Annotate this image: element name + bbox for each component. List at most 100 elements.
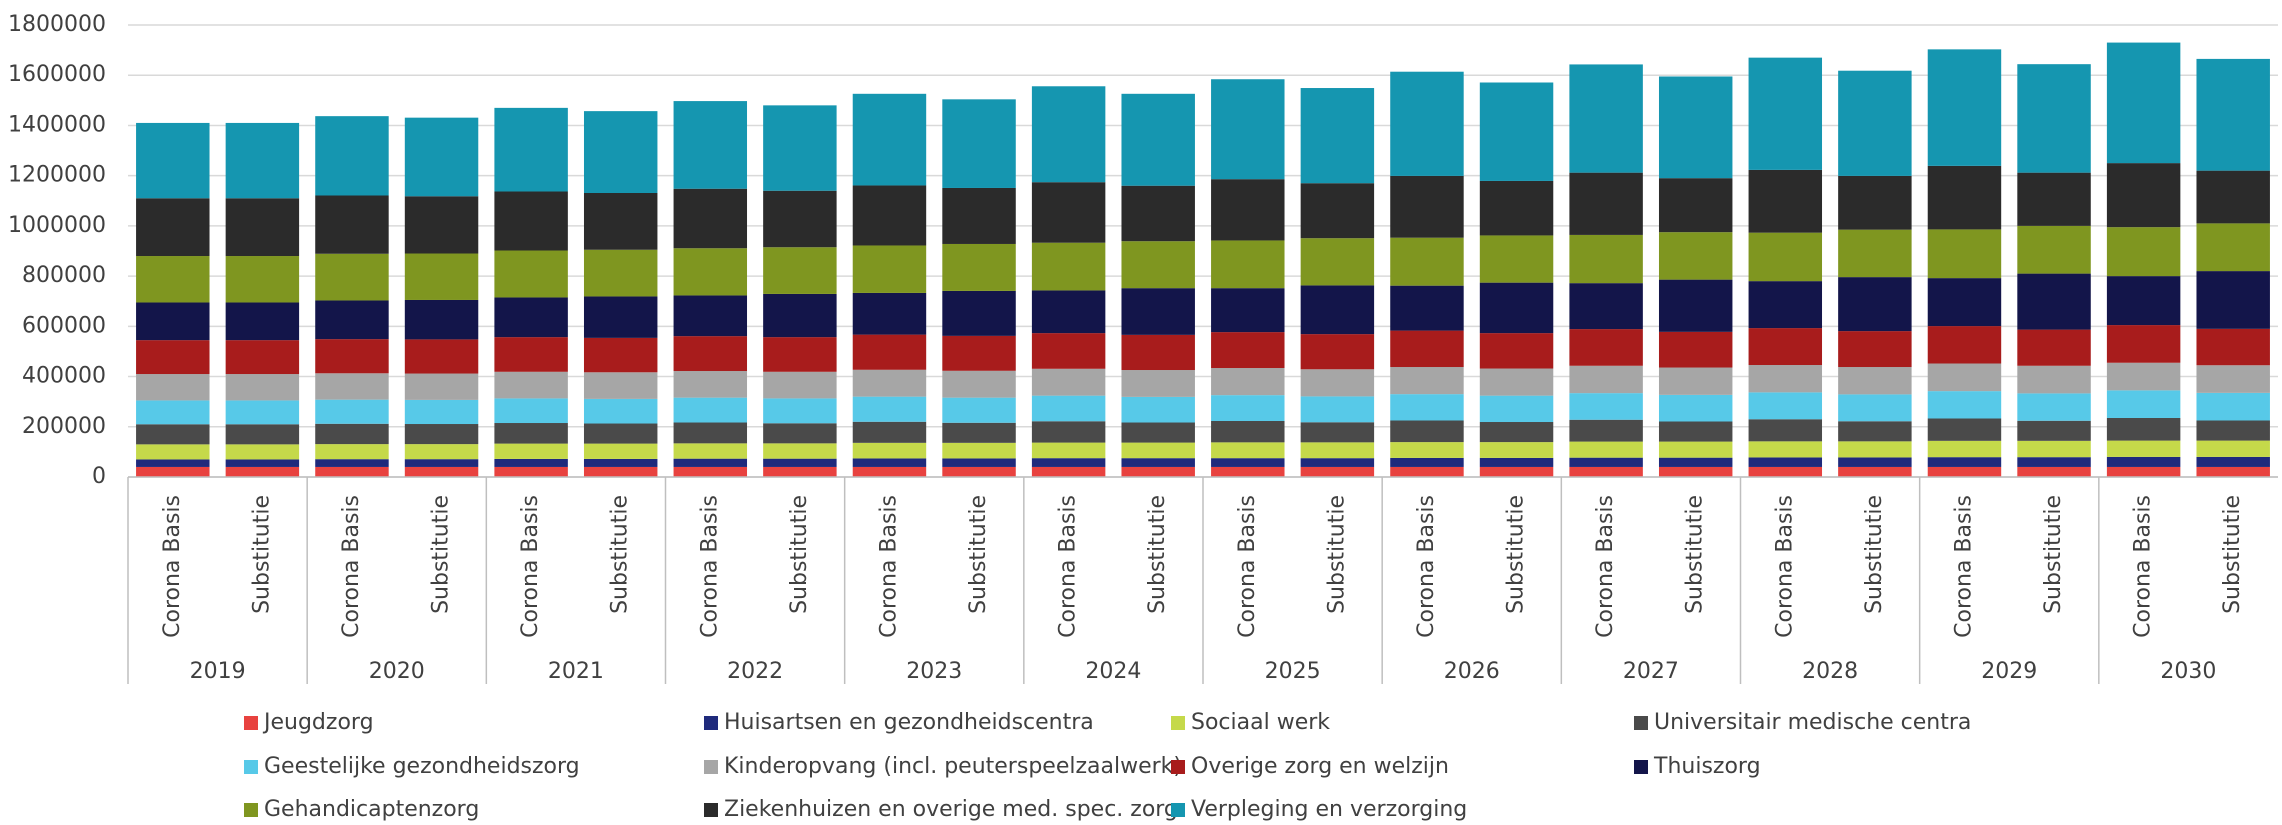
- bar-segment: [852, 185, 927, 246]
- bar-segment: [2196, 420, 2270, 441]
- bar-segment: [763, 190, 837, 248]
- bar-segment: [1927, 466, 2002, 477]
- bar-segment: [942, 422, 1016, 443]
- bar-segment: [1300, 285, 1375, 335]
- bar-segment: [763, 398, 837, 424]
- bar-segment: [315, 399, 389, 424]
- bar-segment: [763, 466, 837, 477]
- bar-segment: [315, 195, 389, 254]
- bar-segment: [1390, 457, 1464, 467]
- bar-segment: [1479, 466, 1554, 477]
- bar-segment: [1300, 334, 1375, 370]
- bar-segment: [494, 423, 568, 444]
- legend-swatch: [704, 803, 718, 817]
- bar-segment: [673, 336, 748, 372]
- bar-segment: [673, 422, 748, 444]
- bar-segment: [1300, 396, 1375, 423]
- bar-segment: [1838, 277, 1912, 332]
- bar-segment: [673, 248, 748, 296]
- legend-swatch: [1634, 760, 1648, 774]
- bar-segment: [315, 339, 389, 374]
- bar-segment: [1479, 333, 1554, 369]
- bar-segment: [2106, 325, 2181, 363]
- x-tick-label: Corona Basis: [1235, 495, 1260, 638]
- bar-segment: [2196, 223, 2270, 272]
- bar-segment: [583, 372, 658, 399]
- bar-segment: [1211, 79, 1285, 180]
- bar-segment: [2106, 440, 2181, 457]
- bar-segment: [763, 458, 837, 467]
- bar-segment: [1748, 457, 1823, 467]
- bar-segment: [2196, 365, 2270, 393]
- legend-swatch: [1171, 760, 1185, 774]
- bar-segment: [763, 443, 837, 459]
- bar-segment: [1300, 238, 1375, 286]
- bar-segment: [763, 423, 837, 444]
- bar-segment: [1569, 365, 1643, 394]
- group-label: 2030: [2160, 659, 2216, 684]
- x-tick-label: Corona Basis: [1951, 495, 1976, 638]
- bar-segment: [1300, 422, 1375, 443]
- bar-segment: [1390, 175, 1464, 238]
- bar-segment: [404, 196, 479, 254]
- bar-segment: [942, 442, 1016, 459]
- bar-segment: [2017, 64, 2091, 173]
- legend-label: Gehandicaptenzorg: [264, 797, 479, 822]
- x-tick-label: Corona Basis: [2131, 495, 2156, 638]
- legend-swatch: [704, 716, 718, 730]
- x-tick-label: Substitutie: [1145, 495, 1170, 614]
- bar-segment: [2196, 170, 2270, 224]
- legend-label: Universitair medische centra: [1654, 710, 1971, 735]
- bar-segment: [1300, 442, 1375, 459]
- bar-segment: [494, 443, 568, 459]
- bar-segment: [1479, 180, 1554, 236]
- bar-segment: [1569, 64, 1643, 173]
- bar-segment: [763, 247, 837, 294]
- bar-segment: [673, 101, 748, 189]
- bar-segment: [1121, 93, 1195, 186]
- legend-swatch: [244, 716, 258, 730]
- bar-segment: [136, 256, 210, 303]
- bar-segment: [1211, 395, 1285, 422]
- x-tick-label: Corona Basis: [697, 495, 722, 638]
- bar-segment: [1927, 165, 2002, 230]
- bar-segment: [1121, 442, 1195, 459]
- bar-segment: [2196, 440, 2270, 457]
- bar-segment: [583, 398, 658, 424]
- legend-swatch: [1171, 803, 1185, 817]
- bar-segment: [852, 421, 927, 443]
- bar-segment: [1838, 70, 1912, 176]
- bar-segment: [136, 374, 210, 401]
- bar-segment: [673, 443, 748, 459]
- bar-segment: [1121, 241, 1195, 289]
- bar-segment: [1569, 466, 1643, 477]
- y-tick-label: 1400000: [8, 112, 106, 137]
- bar-segment: [225, 122, 300, 199]
- bar-segment: [1031, 395, 1106, 422]
- bar-segment: [2017, 365, 2091, 394]
- group-label: 2025: [1265, 659, 1321, 684]
- bar-segment: [1569, 329, 1643, 366]
- bar-segment: [1121, 422, 1195, 443]
- legend-swatch: [244, 803, 258, 817]
- bar-segment: [1748, 232, 1823, 282]
- bar-segment: [1748, 441, 1823, 458]
- y-tick-label: 200000: [22, 414, 106, 439]
- bar-segment: [1838, 466, 1912, 477]
- bar-segment: [404, 459, 479, 467]
- x-tick-label: Substitutie: [2041, 495, 2066, 614]
- bar-segment: [1479, 395, 1554, 423]
- bar-segment: [673, 188, 748, 249]
- bar-segment: [2017, 329, 2091, 366]
- legend-label: Verpleging en verzorging: [1191, 797, 1467, 822]
- bar-segment: [1300, 458, 1375, 467]
- bar-segment: [852, 334, 927, 370]
- bar-segment: [942, 187, 1016, 244]
- legend-label: Kinderopvang (incl. peuterspeelzaalwerk): [724, 754, 1182, 779]
- bar-segment: [2106, 276, 2181, 326]
- bar-segment: [225, 256, 300, 303]
- legend-label: Overige zorg en welzijn: [1191, 754, 1449, 779]
- bar-segment: [852, 458, 927, 467]
- bar-segment: [852, 369, 927, 397]
- bar-segment: [1031, 182, 1106, 243]
